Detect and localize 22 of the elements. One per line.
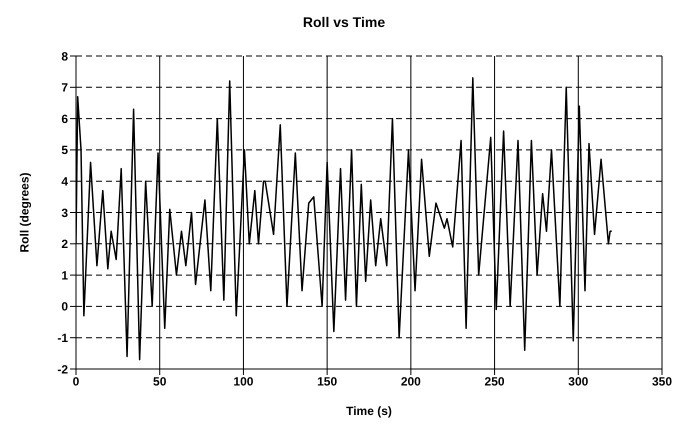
y-tick-label: 0 (61, 300, 68, 314)
x-axis-title: Time (s) (346, 404, 392, 418)
y-tick-label: 8 (61, 49, 68, 64)
y-tick-label: -1 (57, 330, 68, 345)
x-tick-label: 100 (233, 374, 254, 389)
x-tick-label: 150 (317, 374, 338, 389)
y-axis-title: Roll (degrees) (17, 172, 32, 253)
y-tick-label: 7 (61, 80, 68, 95)
x-tick-label: 50 (153, 374, 167, 389)
chart-title: Roll vs Time (302, 13, 386, 32)
y-tick-label: 2 (61, 237, 68, 252)
y-tick-label: 4 (61, 174, 68, 188)
x-tick-label: 250 (484, 374, 505, 389)
y-tick-label: -2 (57, 362, 68, 376)
y-tick-label: 3 (61, 206, 68, 220)
x-tick-label: 350 (652, 374, 672, 389)
x-tick-label: 300 (568, 374, 589, 389)
y-tick-label: 1 (61, 268, 68, 282)
y-tick-label: 5 (61, 143, 68, 158)
y-tick-label: 6 (61, 112, 68, 126)
x-tick-label: 200 (400, 374, 422, 389)
x-tick-label: 0 (72, 374, 80, 389)
